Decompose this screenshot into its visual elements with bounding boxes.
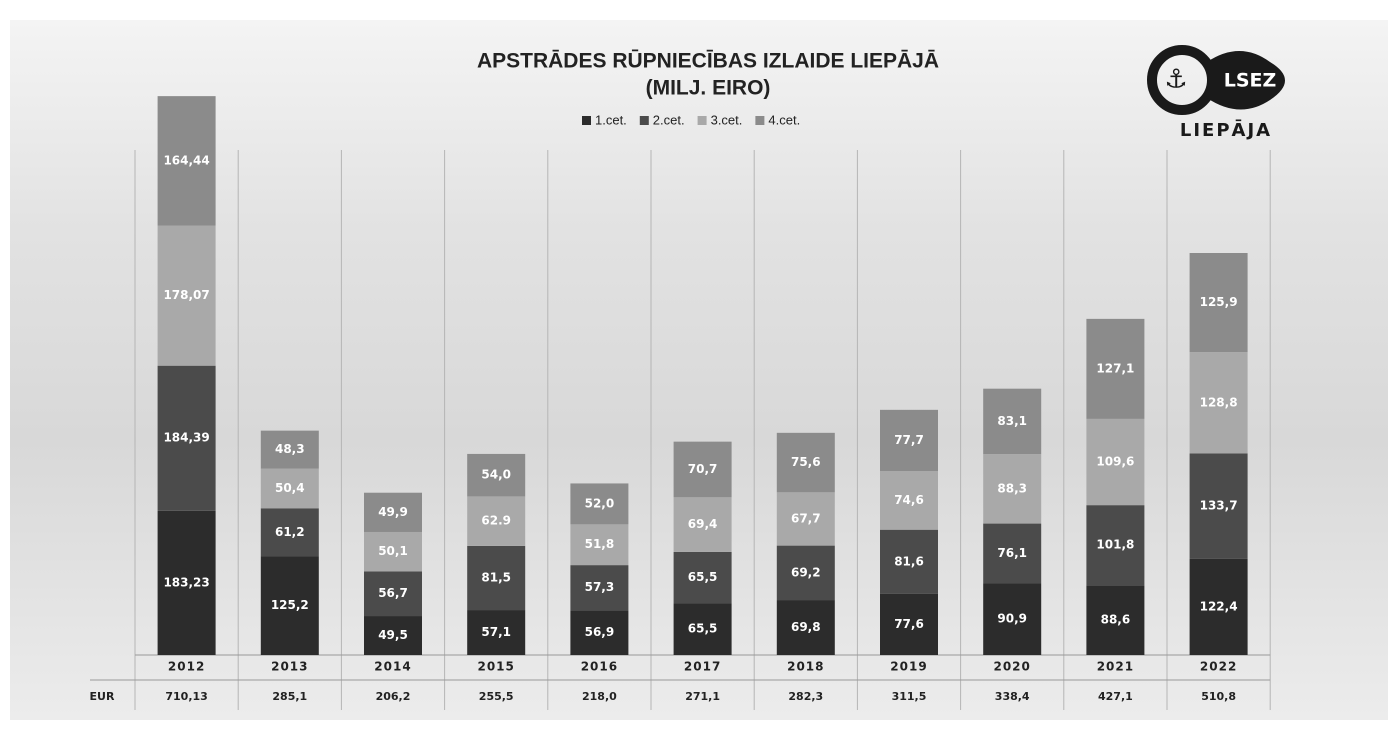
legend-label: 2.cet. bbox=[653, 112, 685, 127]
value-label: 65,5 bbox=[688, 570, 718, 584]
value-label: 49,9 bbox=[378, 505, 408, 519]
value-label: 90,9 bbox=[997, 612, 1027, 626]
chart-subtitle: (MILJ. EIRO) bbox=[646, 77, 771, 100]
total-label: 255,5 bbox=[479, 690, 514, 703]
value-label: 69,8 bbox=[791, 620, 821, 634]
chart: APSTRĀDES RŪPNIECĪBAS IZLAIDE LIEPĀJĀ (M… bbox=[0, 0, 1398, 729]
total-label: 710,13 bbox=[165, 690, 207, 703]
value-label: 109,6 bbox=[1096, 455, 1134, 469]
legend-label: 4.cet. bbox=[768, 112, 800, 127]
x-tick-label: 2016 bbox=[581, 660, 618, 674]
value-label: 74,6 bbox=[894, 493, 924, 507]
value-label: 76,1 bbox=[997, 546, 1027, 560]
x-tick-label: 2012 bbox=[168, 660, 205, 674]
value-label: 69,4 bbox=[688, 517, 718, 531]
legend-swatch bbox=[698, 116, 707, 125]
x-tick-label: 2015 bbox=[477, 660, 514, 674]
value-label: 88,3 bbox=[997, 481, 1027, 495]
x-tick-label: 2014 bbox=[374, 660, 411, 674]
value-label: 57,1 bbox=[481, 625, 511, 639]
value-label: 77,7 bbox=[894, 433, 924, 447]
value-label: 52,0 bbox=[585, 496, 615, 510]
value-label: 50,1 bbox=[378, 544, 408, 558]
total-label: 311,5 bbox=[892, 690, 927, 703]
legend-swatch bbox=[582, 116, 591, 125]
value-label: 81,5 bbox=[481, 570, 511, 584]
logo-anchor: ⚓ bbox=[1164, 65, 1187, 95]
value-label: 70,7 bbox=[688, 462, 718, 476]
value-label: 50,4 bbox=[275, 481, 305, 495]
x-tick-label: 2019 bbox=[890, 660, 927, 674]
value-label: 49,5 bbox=[378, 628, 408, 642]
value-label: 69,2 bbox=[791, 565, 821, 579]
value-label: 122,4 bbox=[1200, 599, 1238, 613]
value-label: 128,8 bbox=[1200, 395, 1238, 409]
logo-caption: LIEPĀJA bbox=[1180, 120, 1272, 141]
value-label: 75,6 bbox=[791, 455, 821, 469]
value-label: 65,5 bbox=[688, 622, 718, 636]
value-label: 54,0 bbox=[481, 468, 511, 482]
total-label: 218,0 bbox=[582, 690, 617, 703]
total-label: 206,2 bbox=[376, 690, 411, 703]
legend-swatch bbox=[640, 116, 649, 125]
chart-title: APSTRĀDES RŪPNIECĪBAS IZLAIDE LIEPĀJĀ bbox=[477, 50, 939, 73]
value-label: 62.9 bbox=[481, 514, 511, 528]
value-label: 61,2 bbox=[275, 525, 305, 539]
value-label: 125,9 bbox=[1200, 295, 1238, 309]
total-label: 282,3 bbox=[788, 690, 823, 703]
value-label: 88,6 bbox=[1101, 613, 1131, 627]
legend-label: 1.cet. bbox=[595, 112, 627, 127]
totals-label: EUR bbox=[90, 690, 115, 703]
legend-swatch bbox=[755, 116, 764, 125]
logo-text: LSEZ bbox=[1224, 70, 1277, 92]
total-label: 338,4 bbox=[995, 690, 1030, 703]
x-tick-label: 2020 bbox=[993, 660, 1030, 674]
x-tick-label: 2018 bbox=[787, 660, 824, 674]
x-tick-label: 2021 bbox=[1097, 660, 1134, 674]
value-label: 178,07 bbox=[163, 288, 209, 302]
value-label: 101,8 bbox=[1096, 538, 1134, 552]
value-label: 83,1 bbox=[997, 414, 1027, 428]
value-label: 184,39 bbox=[163, 431, 209, 445]
value-label: 67,7 bbox=[791, 511, 821, 525]
total-label: 427,1 bbox=[1098, 690, 1133, 703]
total-label: 271,1 bbox=[685, 690, 720, 703]
value-label: 81,6 bbox=[894, 554, 924, 568]
value-label: 164,44 bbox=[163, 153, 209, 167]
value-label: 48,3 bbox=[275, 442, 305, 456]
x-tick-label: 2013 bbox=[271, 660, 308, 674]
value-label: 57,3 bbox=[585, 580, 615, 594]
total-label: 510,8 bbox=[1201, 690, 1236, 703]
value-label: 183,23 bbox=[163, 575, 209, 589]
x-tick-label: 2022 bbox=[1200, 660, 1237, 674]
value-label: 56,9 bbox=[585, 625, 615, 639]
value-label: 125,2 bbox=[271, 598, 309, 612]
legend-label: 3.cet. bbox=[711, 112, 743, 127]
value-label: 133,7 bbox=[1200, 499, 1238, 513]
value-label: 56,7 bbox=[378, 586, 408, 600]
value-label: 127,1 bbox=[1096, 361, 1134, 375]
total-label: 285,1 bbox=[272, 690, 307, 703]
value-label: 51,8 bbox=[585, 537, 615, 551]
value-label: 77,6 bbox=[894, 617, 924, 631]
x-tick-label: 2017 bbox=[684, 660, 721, 674]
